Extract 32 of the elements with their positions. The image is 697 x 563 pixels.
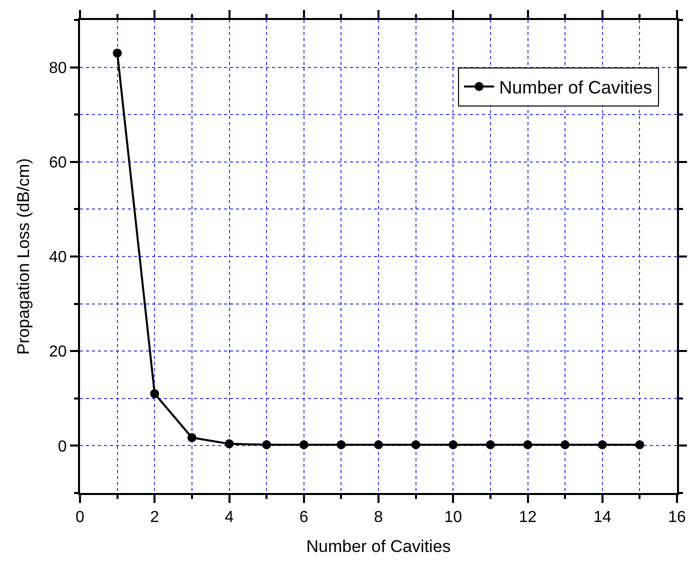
y-tick-label: 80 bbox=[49, 60, 67, 77]
point bbox=[224, 439, 234, 448]
x-tick-label: 4 bbox=[224, 509, 234, 526]
point bbox=[523, 440, 532, 450]
x-tick-label: 10 bbox=[444, 509, 462, 526]
x-tick-label: 0 bbox=[76, 509, 85, 526]
y-tick-label: 60 bbox=[49, 154, 67, 172]
point bbox=[635, 440, 644, 450]
legend-label: Number of Cavities bbox=[499, 78, 652, 98]
y-axis-title: Propagation Loss (dB/cm) bbox=[14, 158, 34, 355]
x-tick-label: 8 bbox=[374, 509, 384, 526]
point bbox=[374, 440, 383, 450]
x-tick-label: 12 bbox=[518, 509, 537, 526]
y-tick-label: 0 bbox=[58, 438, 67, 456]
point bbox=[448, 440, 458, 450]
x-axis-title: Number of Cavities bbox=[306, 537, 451, 556]
point bbox=[411, 440, 420, 450]
x-tick-label: 6 bbox=[299, 509, 308, 526]
x-tick-label: 2 bbox=[150, 509, 160, 526]
point bbox=[262, 440, 272, 450]
point bbox=[560, 440, 570, 450]
y-tick-label: 40 bbox=[49, 249, 67, 266]
point bbox=[486, 440, 495, 450]
point bbox=[112, 48, 122, 58]
point bbox=[336, 440, 346, 450]
x-tick-label: 16 bbox=[668, 509, 686, 526]
point bbox=[150, 389, 160, 398]
x-tick-label: 14 bbox=[593, 509, 612, 526]
point bbox=[187, 433, 196, 442]
y-tick-label: 20 bbox=[49, 344, 67, 361]
point bbox=[598, 440, 607, 450]
point bbox=[299, 440, 308, 450]
